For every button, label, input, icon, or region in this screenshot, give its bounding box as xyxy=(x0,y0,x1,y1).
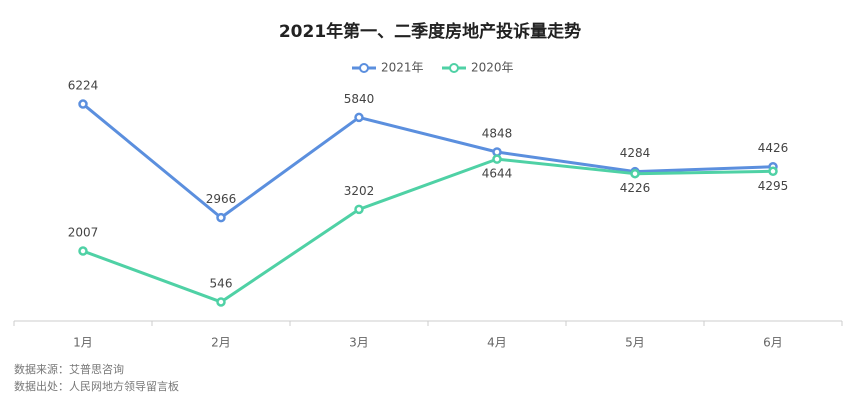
x-tick-label: 3月 xyxy=(349,336,369,350)
data-point xyxy=(768,166,778,177)
data-label: 4295 xyxy=(758,179,789,193)
data-label: 2966 xyxy=(206,192,237,206)
source-note: 数据出处：人民网地方领导留言板 xyxy=(14,379,179,393)
data-point xyxy=(492,154,502,164)
data-label: 546 xyxy=(210,276,233,290)
legend-marker xyxy=(449,63,459,73)
data-label: 4426 xyxy=(758,141,789,155)
legend-label: 2021年 xyxy=(381,61,424,75)
data-point xyxy=(78,99,88,109)
data-label: 3202 xyxy=(344,184,375,198)
legend: 2021年 2020年 xyxy=(352,61,514,75)
x-tick-label: 1月 xyxy=(73,336,93,350)
data-label: 4284 xyxy=(620,146,651,160)
data-point xyxy=(78,246,88,256)
data-label: 2007 xyxy=(68,226,99,240)
legend-marker xyxy=(359,63,369,73)
x-tick-label: 4月 xyxy=(487,336,507,350)
data-label: 6224 xyxy=(68,79,99,93)
data-label: 4848 xyxy=(482,127,513,141)
series-line xyxy=(82,102,774,220)
source-note: 数据来源：艾普思咨询 xyxy=(14,362,124,376)
x-tick-label: 6月 xyxy=(763,336,783,350)
x-tick-label: 5月 xyxy=(625,336,645,350)
data-point xyxy=(354,112,364,123)
x-tick-label: 2月 xyxy=(211,336,231,350)
series-line xyxy=(82,157,774,304)
data-point xyxy=(216,297,226,307)
data-point xyxy=(354,204,364,215)
data-label: 4226 xyxy=(620,181,651,195)
chart-title: 2021年第一、二季度房地产投诉量走势 xyxy=(279,21,581,42)
data-point xyxy=(630,168,640,179)
data-label: 4644 xyxy=(482,167,513,181)
legend-label: 2020年 xyxy=(471,61,514,75)
data-point xyxy=(216,212,226,223)
data-label: 5840 xyxy=(344,92,375,106)
